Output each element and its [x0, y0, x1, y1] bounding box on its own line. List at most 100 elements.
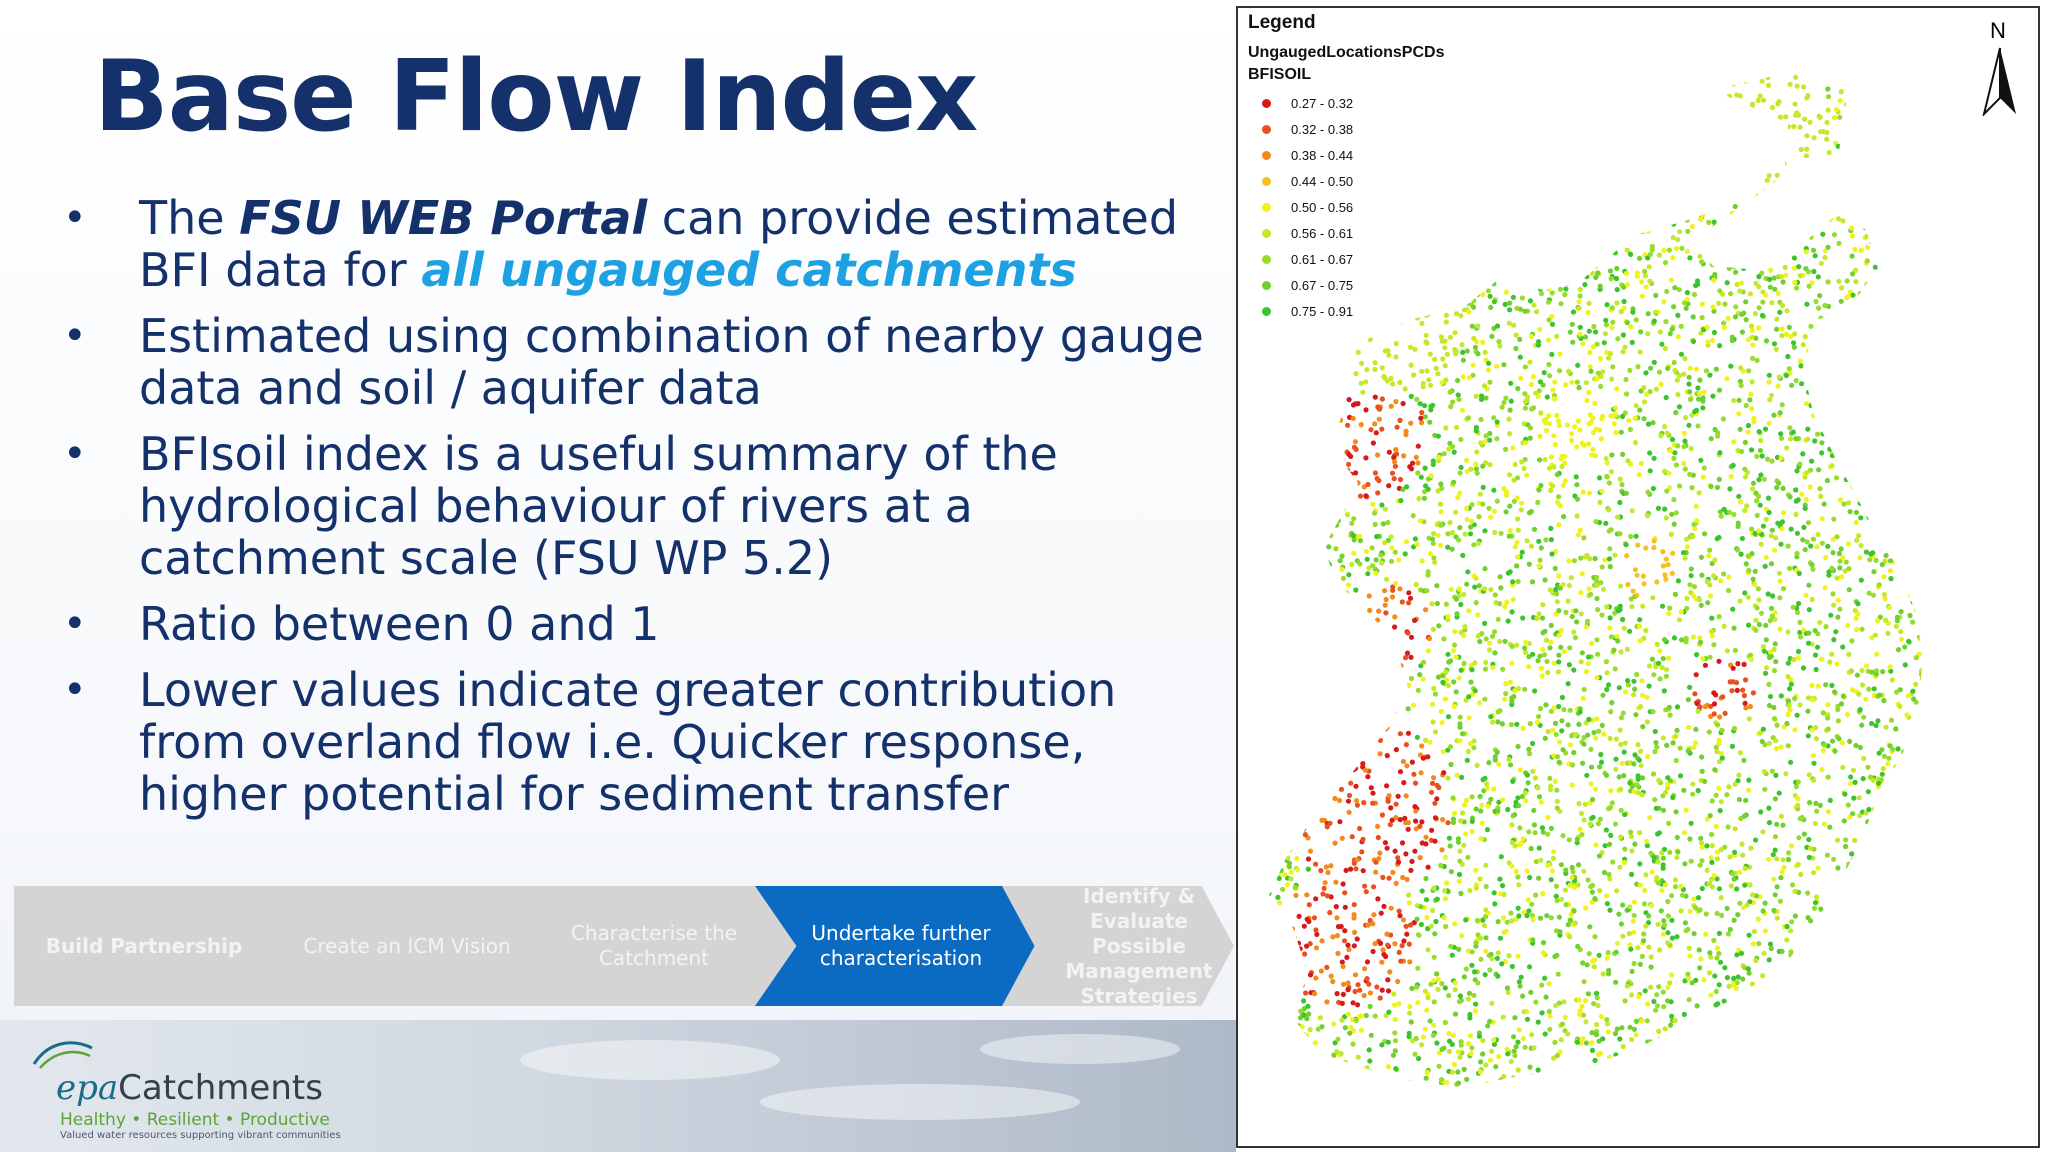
- bfi-sample-point: [1420, 380, 1426, 387]
- bfi-sample-point: [1288, 594, 1294, 600]
- bfi-sample-point: [1661, 168, 1667, 174]
- bfi-sample-point: [1884, 1066, 1891, 1073]
- bfi-sample-point: [1752, 238, 1758, 244]
- bfi-sample-point: [1864, 663, 1870, 669]
- bfi-sample-point: [1504, 77, 1510, 83]
- bfi-sample-point: [1535, 149, 1541, 155]
- bfi-sample-point: [1556, 652, 1562, 658]
- bfi-sample-point: [1457, 525, 1463, 531]
- bfi-sample-point: [1611, 421, 1617, 427]
- bfi-sample-point: [1723, 1014, 1729, 1020]
- bfi-sample-point: [1591, 729, 1597, 736]
- bfi-sample-point: [1732, 781, 1738, 787]
- bfi-sample-point: [1366, 593, 1372, 599]
- bfi-sample-point: [1877, 971, 1883, 977]
- bfi-sample-point: [1860, 848, 1867, 854]
- bfi-sample-point: [1411, 771, 1417, 777]
- bfi-sample-point: [1328, 973, 1334, 979]
- bfi-sample-point: [1737, 93, 1743, 99]
- bfi-sample-point: [1286, 361, 1292, 367]
- bfi-sample-point: [1734, 1076, 1740, 1082]
- bfi-sample-point: [1765, 254, 1771, 260]
- bfi-sample-point: [1790, 604, 1796, 610]
- bfi-sample-point: [1339, 959, 1345, 965]
- bfi-sample-point: [1595, 607, 1601, 613]
- bfi-sample-point: [1818, 493, 1824, 499]
- bfi-sample-point: [1551, 79, 1557, 85]
- bfi-sample-point: [1750, 892, 1756, 898]
- bfi-sample-point: [1789, 1046, 1795, 1052]
- bfi-sample-point: [1825, 715, 1831, 721]
- bfi-sample-point: [1604, 460, 1610, 466]
- bfi-sample-point: [1647, 1039, 1653, 1045]
- bfi-sample-point: [1886, 518, 1892, 524]
- logo-tagline: Healthy • Resilient • Productive: [60, 1110, 330, 1130]
- bfi-sample-point: [1611, 193, 1617, 199]
- bfi-sample-point: [1935, 213, 1940, 218]
- bfi-sample-point: [1739, 280, 1745, 286]
- bfi-sample-point: [1866, 115, 1872, 121]
- bfi-sample-point: [1447, 389, 1453, 395]
- bfi-sample-point: [1914, 1040, 1920, 1047]
- bfi-sample-point: [1662, 572, 1668, 578]
- bfi-sample-point: [1663, 673, 1669, 679]
- bfi-sample-point: [1628, 829, 1634, 835]
- bfi-sample-point: [1717, 450, 1723, 456]
- bfi-sample-point: [1747, 882, 1753, 888]
- bfi-sample-point: [1716, 143, 1722, 149]
- bfi-sample-point: [1704, 816, 1710, 822]
- bfi-sample-point: [1780, 857, 1786, 863]
- bfi-sample-point: [1692, 526, 1698, 532]
- bfi-sample-point: [1753, 201, 1759, 207]
- bfi-sample-point: [1930, 905, 1935, 910]
- bfi-sample-point: [1875, 718, 1881, 724]
- bfi-sample-point: [1524, 538, 1530, 544]
- bfi-sample-point: [1708, 992, 1714, 998]
- bfi-sample-point: [1726, 574, 1732, 580]
- bfi-sample-point: [1768, 1079, 1774, 1085]
- bfi-sample-point: [1702, 119, 1709, 125]
- bfi-sample-point: [1567, 329, 1573, 335]
- bfi-sample-point: [1495, 950, 1501, 956]
- bfi-sample-point: [1294, 979, 1300, 985]
- bfi-sample-point: [1312, 331, 1318, 338]
- bfi-sample-point: [1428, 923, 1434, 929]
- bfi-sample-point: [1835, 404, 1841, 410]
- step-characterise-catchment: Characterise the Catchment: [508, 886, 804, 1006]
- bfi-sample-point: [1655, 921, 1661, 927]
- bfi-sample-point: [1776, 374, 1782, 380]
- bfi-sample-point: [1926, 773, 1931, 778]
- bfi-sample-point: [1333, 687, 1340, 693]
- bfi-sample-point: [1447, 843, 1453, 849]
- bfi-sample-point: [1764, 456, 1771, 462]
- bfi-sample-point: [1674, 704, 1681, 710]
- bfi-sample-point: [1612, 177, 1618, 183]
- bfi-sample-point: [1472, 186, 1478, 192]
- bfi-sample-point: [1439, 1046, 1445, 1052]
- bfi-sample-point: [1904, 712, 1910, 718]
- bfi-sample-point: [1719, 1061, 1725, 1067]
- bfi-sample-point: [1562, 212, 1568, 218]
- bfi-sample-point: [1869, 720, 1875, 727]
- bfi-sample-point: [1432, 800, 1438, 806]
- bfi-sample-point: [1813, 1018, 1820, 1024]
- bfi-sample-point: [1642, 988, 1648, 994]
- bfi-sample-point: [1714, 1024, 1720, 1030]
- bfi-sample-point: [1869, 370, 1875, 376]
- bfi-sample-point: [1785, 660, 1791, 666]
- bfi-sample-point: [1799, 381, 1805, 387]
- bfi-sample-point: [1388, 905, 1394, 911]
- bfi-sample-point: [1919, 575, 1923, 581]
- bfi-sample-point: [1552, 280, 1558, 286]
- bfi-sample-point: [1293, 820, 1299, 826]
- bfi-sample-point: [1666, 655, 1672, 661]
- bfi-sample-point: [1904, 912, 1910, 918]
- bfi-sample-point: [1898, 165, 1904, 171]
- bfi-sample-point: [1657, 1092, 1662, 1097]
- bfi-sample-point: [1878, 443, 1884, 449]
- bfi-sample-point: [1714, 178, 1720, 184]
- bfi-sample-point: [1930, 413, 1935, 418]
- bfi-sample-point: [1271, 498, 1277, 504]
- bfi-sample-point: [1439, 720, 1445, 726]
- bfi-sample-point: [1272, 327, 1278, 333]
